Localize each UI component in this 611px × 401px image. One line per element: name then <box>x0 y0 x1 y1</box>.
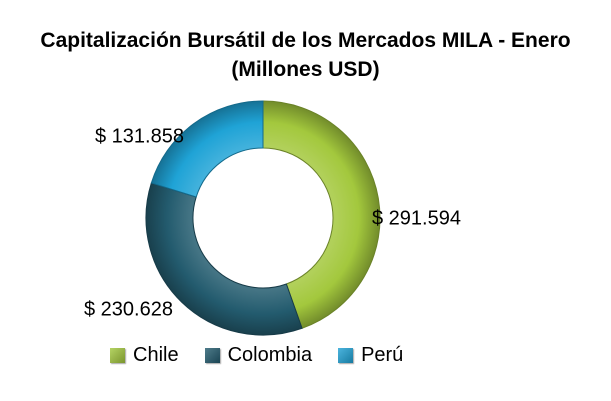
legend-swatch-peru <box>338 348 354 363</box>
legend-swatch-colombia <box>204 348 220 363</box>
donut-slice-chile <box>262 100 381 329</box>
donut-slice-colombia <box>145 182 303 336</box>
legend-item-peru: Perú <box>338 344 403 367</box>
legend-label-chile: Chile <box>133 344 179 366</box>
legend-item-colombia: Colombia <box>204 344 313 367</box>
legend-item-chile: Chile <box>110 344 179 367</box>
data-label-chile: $ 291.594 <box>372 207 461 229</box>
chart-title: Capitalización Bursátil de los Mercados … <box>0 26 611 84</box>
donut-slice-peru <box>150 100 264 198</box>
chart-title-line1: Capitalización Bursátil de los Mercados … <box>40 29 571 52</box>
legend: Chile Colombia Perú <box>110 344 429 367</box>
data-label-peru: $ 131.858 <box>95 125 184 147</box>
donut-slices <box>145 100 381 336</box>
chart-title-line2: (Millones USD) <box>231 58 380 81</box>
data-label-colombia: $ 230.628 <box>84 298 173 320</box>
legend-label-peru: Perú <box>361 344 404 366</box>
legend-swatch-chile <box>110 348 125 363</box>
data-labels: $ 291.594 $ 230.628 $ 131.858 <box>84 125 461 320</box>
legend-label-colombia: Colombia <box>227 344 313 366</box>
